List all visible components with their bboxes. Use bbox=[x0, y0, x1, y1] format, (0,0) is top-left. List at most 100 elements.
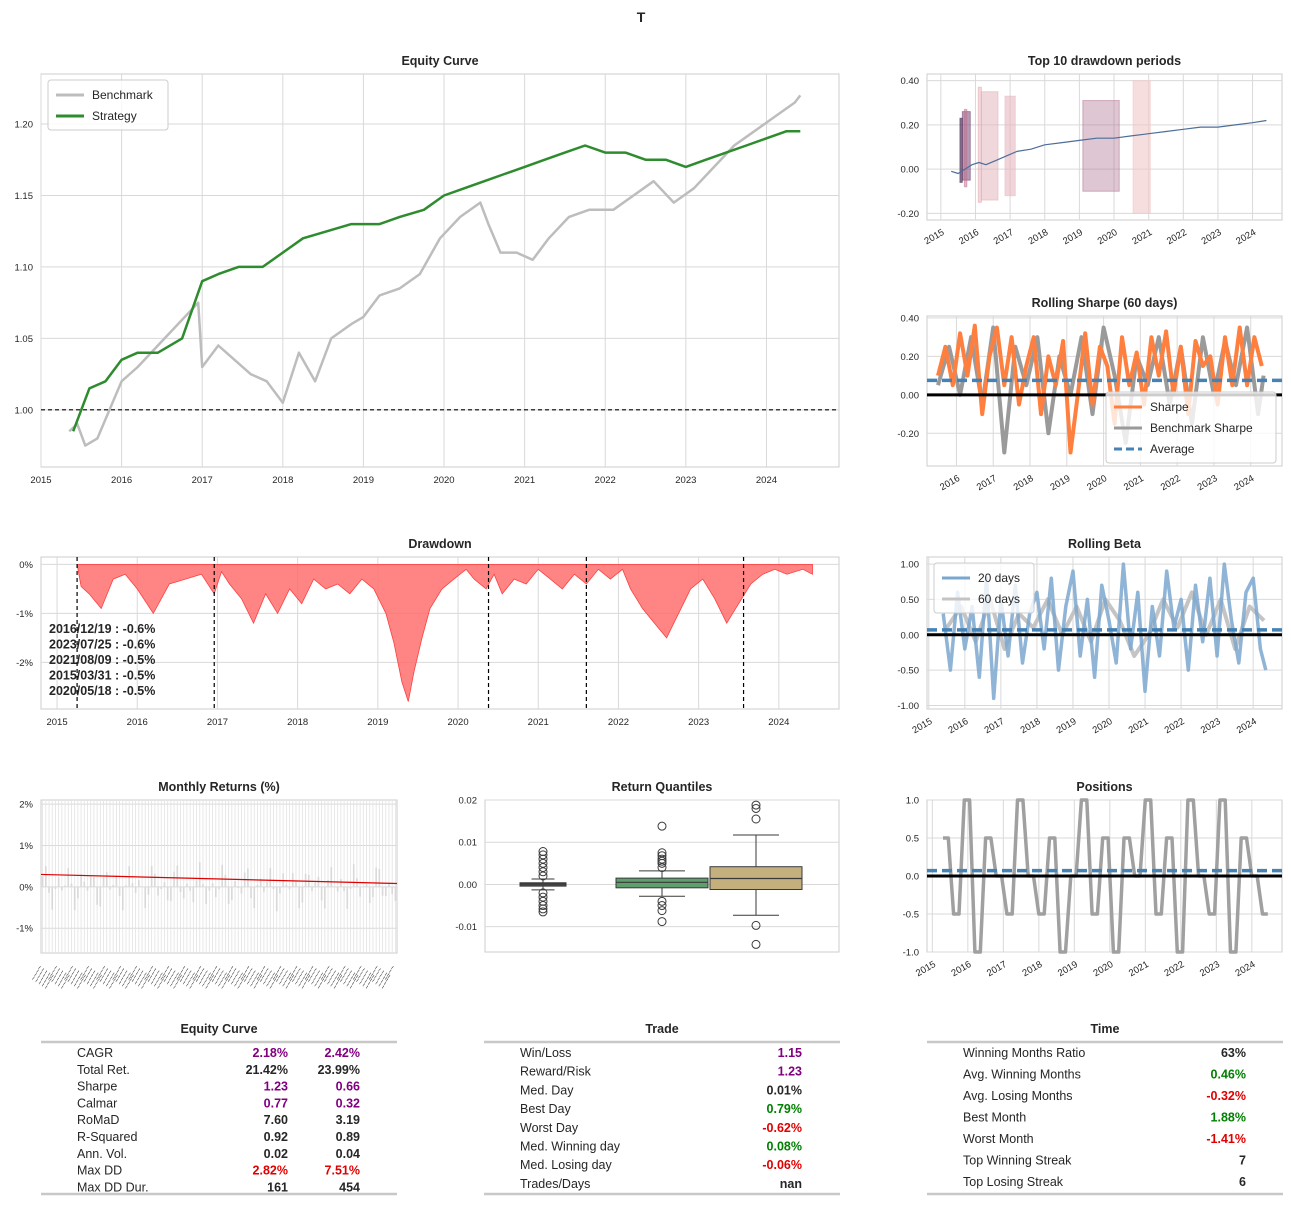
positions-ytick: -1.0 bbox=[903, 948, 919, 959]
rolling_beta-ytick: 0.00 bbox=[901, 630, 920, 641]
positions-xtick: 2019 bbox=[1056, 959, 1080, 979]
monthly-return-bar bbox=[337, 887, 339, 892]
monthly-return-bar bbox=[292, 873, 294, 887]
legend-label: Sharpe bbox=[1150, 400, 1189, 414]
monthly-return-bar bbox=[346, 887, 348, 909]
equity-xtick: 2020 bbox=[433, 475, 454, 486]
drawdown-xtick: 2015 bbox=[46, 717, 67, 728]
monthly-return-bar bbox=[369, 887, 371, 903]
positions-xtick: 2021 bbox=[1127, 959, 1151, 979]
top_drawdowns-title: Top 10 drawdown periods bbox=[1028, 54, 1181, 68]
monthly-return-bar bbox=[173, 872, 175, 887]
monthly-return-bar bbox=[340, 879, 342, 887]
monthly-return-bar bbox=[58, 877, 60, 886]
top_drawdowns-xtick: 2016 bbox=[957, 227, 981, 247]
stat-value-benchmark: 7.51% bbox=[325, 1164, 360, 1178]
monthly-return-bar bbox=[270, 868, 272, 887]
monthly-return-bar bbox=[311, 887, 313, 891]
monthly-return-bar bbox=[353, 864, 355, 887]
legend-label: Average bbox=[1150, 442, 1195, 456]
stat-label: Total Ret. bbox=[77, 1063, 130, 1077]
equity-xtick: 2018 bbox=[272, 475, 293, 486]
monthly-return-bar bbox=[45, 866, 47, 887]
monthly_returns-chart: Monthly Returns (%)2%1%0%-1%~~~~~~~~~~~~… bbox=[16, 780, 397, 991]
monthly-return-bar bbox=[51, 887, 53, 910]
drawdown-title: Drawdown bbox=[408, 537, 471, 551]
monthly-return-bar bbox=[55, 887, 57, 889]
monthly-return-bar bbox=[80, 874, 82, 886]
positions-xtick: 2017 bbox=[985, 959, 1009, 979]
monthly-return-bar bbox=[135, 887, 137, 893]
top_drawdowns-xtick: 2017 bbox=[992, 227, 1016, 247]
drawdown-period-span bbox=[1133, 81, 1150, 214]
stat-label: Win/Loss bbox=[520, 1046, 571, 1060]
stat-label: Sharpe bbox=[77, 1080, 117, 1094]
monthly-return-bar bbox=[382, 887, 384, 896]
monthly-return-bar bbox=[359, 887, 361, 897]
rolling_sharpe-xtick: 2022 bbox=[1159, 473, 1183, 493]
monthly-return-bar bbox=[234, 881, 236, 887]
rolling_sharpe-xtick: 2021 bbox=[1122, 473, 1146, 493]
drawdown-annotation: 2016/12/19 : -0.6% bbox=[49, 622, 155, 636]
drawdown-annotation: 2021/08/09 : -0.5% bbox=[49, 653, 155, 667]
monthly-return-bar bbox=[212, 883, 214, 887]
monthly-return-bar bbox=[164, 882, 166, 887]
stat-label: Max DD bbox=[77, 1164, 122, 1178]
stat-label: Worst Day bbox=[520, 1121, 579, 1135]
monthly-return-bar bbox=[266, 882, 268, 887]
monthly-return-bar bbox=[218, 887, 220, 889]
equity-table-title: Equity Curve bbox=[180, 1022, 257, 1036]
positions-xtick: 2023 bbox=[1198, 959, 1222, 979]
rolling_sharpe-xtick: 2023 bbox=[1196, 473, 1220, 493]
stat-value-strategy: 7.60 bbox=[264, 1113, 288, 1127]
monthly-return-bar bbox=[93, 877, 95, 887]
quantile-box bbox=[616, 878, 708, 888]
stats-row: Total Ret.21.42%23.99% bbox=[77, 1063, 360, 1077]
top_drawdowns-ytick: -0.20 bbox=[897, 209, 919, 220]
stat-label: Max DD Dur. bbox=[77, 1180, 149, 1194]
stat-label: Avg. Winning Months bbox=[963, 1068, 1081, 1082]
monthly-return-bar bbox=[372, 887, 374, 897]
positions-xtick: 2024 bbox=[1234, 959, 1258, 979]
equity-ytick: 1.15 bbox=[15, 191, 34, 202]
monthly-return-bar bbox=[170, 887, 172, 901]
equity-plot-area bbox=[41, 74, 839, 467]
positions-xtick: 2018 bbox=[1021, 959, 1045, 979]
monthly-return-bar bbox=[106, 872, 108, 886]
rolling_beta-ytick: -1.00 bbox=[897, 701, 919, 712]
monthly-return-bar bbox=[250, 887, 252, 898]
monthly-return-bar bbox=[221, 865, 223, 887]
stat-label: Winning Months Ratio bbox=[963, 1046, 1085, 1060]
stat-value-strategy: 2.18% bbox=[253, 1046, 288, 1060]
rolling_sharpe-ytick: 0.00 bbox=[901, 390, 920, 401]
top_drawdowns-xtick: 2015 bbox=[923, 227, 947, 247]
monthly-return-bar bbox=[122, 887, 124, 910]
trade-table-title: Trade bbox=[645, 1022, 678, 1036]
stat-label: Top Losing Streak bbox=[963, 1175, 1064, 1189]
return_quantiles-ytick: 0.00 bbox=[459, 880, 478, 891]
stat-value: 0.08% bbox=[767, 1140, 802, 1154]
stat-value-benchmark: 0.32 bbox=[336, 1096, 360, 1110]
monthly-return-bar bbox=[193, 887, 195, 902]
equity-ytick: 1.20 bbox=[15, 120, 34, 131]
drawdown-period-span bbox=[964, 109, 966, 186]
equity-xtick: 2017 bbox=[192, 475, 213, 486]
time-table-title: Time bbox=[1091, 1022, 1120, 1036]
equity-xtick: 2021 bbox=[514, 475, 535, 486]
monthly-return-bar bbox=[279, 887, 281, 893]
stat-value-benchmark: 0.04 bbox=[336, 1147, 360, 1161]
monthly-return-bar bbox=[286, 885, 288, 887]
monthly-return-bar bbox=[109, 887, 111, 890]
monthly-return-bar bbox=[202, 884, 204, 887]
